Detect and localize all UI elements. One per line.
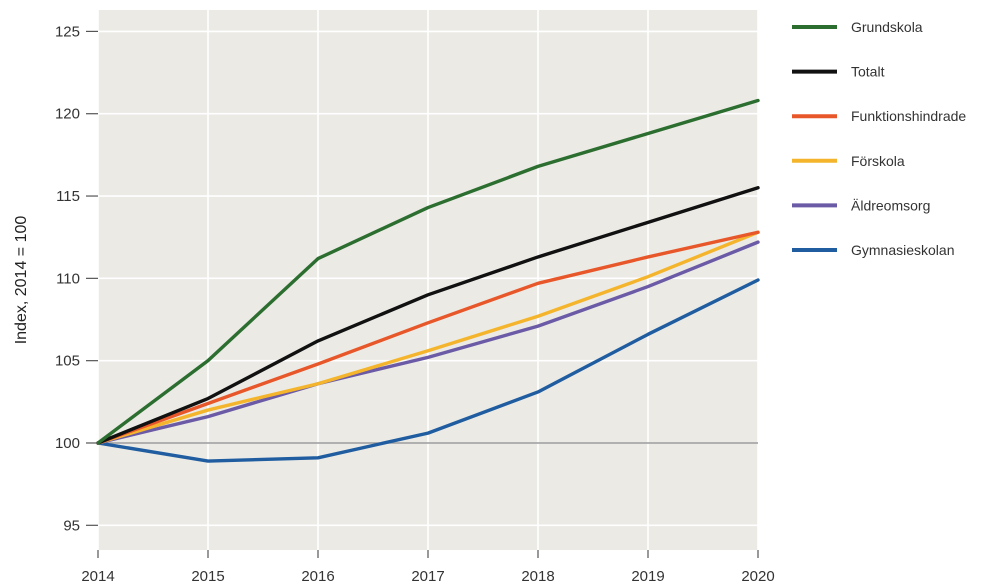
series-layer [96, 98, 760, 463]
y-tick-label: 120 [55, 106, 80, 123]
legend-label: Funktionshindrade [851, 108, 966, 124]
x-tick-label: 2016 [301, 568, 334, 584]
y-tick-label: 95 [63, 517, 80, 534]
series-line-funktionshindrade [96, 230, 760, 445]
series-line-gymnasieskolan [96, 278, 760, 463]
y-axis: 95 100 105 110 115 120 125 [55, 23, 98, 534]
y-tick-label: 110 [56, 270, 80, 287]
series-line-äldreomsorg [96, 240, 760, 445]
x-tick-label: 2015 [191, 568, 224, 584]
x-axis: 2014 2015 2016 2017 2018 2019 2020 [81, 550, 775, 584]
y-tick-label: 100 [55, 435, 80, 452]
legend-label: Grundskola [851, 19, 923, 35]
y-tick-label: 115 [56, 188, 80, 205]
legend-label: Totalt [851, 64, 885, 80]
legend-label: Förskola [851, 153, 905, 169]
series-line-förskola [96, 230, 760, 445]
y-tick-label: 125 [55, 23, 80, 40]
series-line-totalt [96, 186, 760, 445]
series-line-grundskola [96, 98, 760, 445]
x-tick-label: 2018 [521, 568, 554, 584]
x-tick-label: 2017 [411, 568, 444, 584]
legend: Grundskola Totalt Funktionshindrade Förskol… [792, 19, 966, 258]
x-tick-label: 2020 [741, 568, 774, 584]
x-tick-label: 2019 [631, 568, 664, 584]
legend-label: Gymnasieskolan [851, 242, 955, 258]
legend-label: Äldreomsorg [851, 197, 930, 213]
y-tick-label: 105 [55, 353, 80, 370]
x-tick-label: 2014 [81, 568, 114, 584]
y-axis-title: Index, 2014 = 100 [13, 216, 30, 345]
